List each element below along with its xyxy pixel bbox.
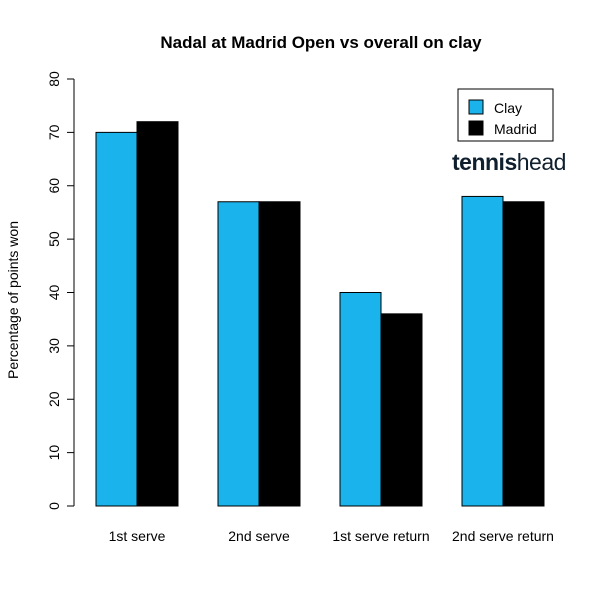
bar-madrid-1 (258, 201, 301, 507)
y-tick-label: 30 (46, 338, 62, 354)
legend: Clay Madrid (457, 88, 554, 142)
bar-madrid-2 (380, 313, 423, 507)
legend-swatch-clay (468, 99, 484, 115)
y-axis: 0 10 20 30 40 50 60 70 80 (46, 71, 75, 510)
x-tick-label: 2nd serve (228, 528, 290, 544)
y-tick-label: 70 (46, 124, 62, 140)
x-tick-label: 1st serve (109, 528, 166, 544)
bar-clay-1 (217, 201, 260, 507)
logo-text-regular: head (517, 149, 566, 175)
x-tick-label: 1st serve return (332, 528, 429, 544)
bars (95, 121, 545, 507)
legend-box (457, 88, 554, 142)
y-tick-label: 50 (46, 231, 62, 247)
y-ticks: 0 10 20 30 40 50 60 70 80 (46, 71, 74, 510)
legend-label-madrid: Madrid (494, 121, 537, 137)
bar-madrid-3 (502, 201, 545, 507)
legend-swatch-madrid (468, 120, 484, 136)
x-tick-labels: 1st serve 2nd serve 1st serve return 2nd se… (109, 528, 554, 544)
bar-madrid-0 (136, 121, 179, 507)
y-tick-label: 20 (46, 391, 62, 407)
legend-label-clay: Clay (494, 100, 522, 116)
logo-text-bold: tennis (452, 149, 517, 175)
y-axis-label: Percentage of points won (5, 221, 21, 379)
chart-title: Nadal at Madrid Open vs overall on clay (160, 33, 482, 52)
tennishead-logo: tennishead (452, 149, 566, 175)
y-tick-label: 40 (46, 285, 62, 301)
y-tick-label: 80 (46, 71, 62, 87)
bar-clay-3 (461, 195, 504, 507)
y-tick-label: 0 (46, 502, 62, 510)
x-tick-label: 2nd serve return (452, 528, 554, 544)
y-tick-label: 10 (46, 445, 62, 461)
y-tick-label: 60 (46, 178, 62, 194)
bar-clay-2 (339, 292, 382, 507)
bar-clay-0 (95, 131, 138, 507)
